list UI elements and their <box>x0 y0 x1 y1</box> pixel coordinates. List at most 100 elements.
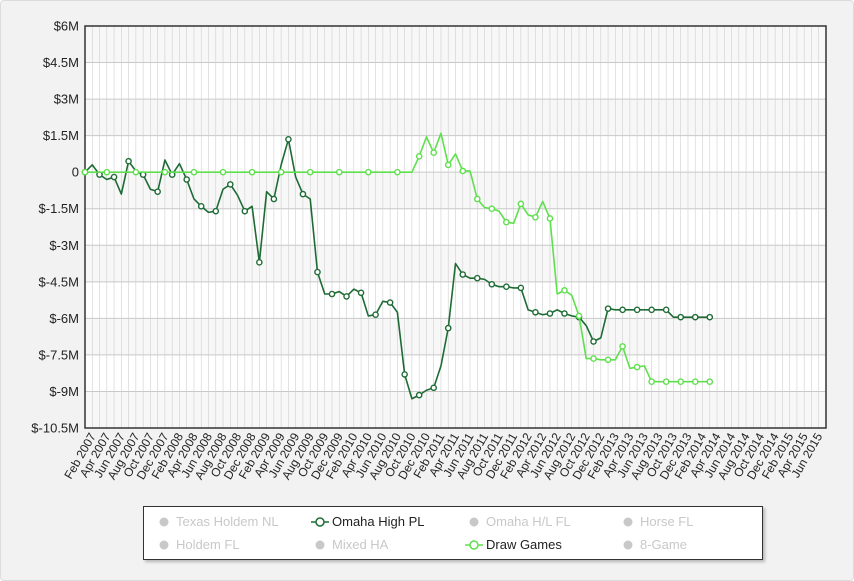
legend-label: Draw Games <box>486 537 562 552</box>
data-point <box>372 311 379 319</box>
data-point <box>503 218 510 226</box>
data-point <box>488 280 496 288</box>
legend-item-omaha-hl-fl[interactable]: Omaha H/L FL <box>464 512 571 532</box>
data-point <box>401 371 408 378</box>
legend-item-horse-fl[interactable]: Horse FL <box>618 512 693 532</box>
legend-dot <box>469 540 479 550</box>
data-point <box>154 188 161 195</box>
data-point <box>459 167 467 175</box>
legend-label: Texas Holdem NL <box>176 514 279 529</box>
data-point <box>488 205 496 213</box>
data-point <box>590 338 597 345</box>
data-point <box>691 313 699 321</box>
legend-marker-svg <box>159 540 169 550</box>
data-point <box>662 306 670 314</box>
data-point <box>561 287 568 294</box>
data-point <box>190 168 198 176</box>
data-point <box>394 168 401 176</box>
data-point <box>212 207 220 215</box>
grid <box>84 25 827 429</box>
data-point <box>81 168 89 176</box>
data-point <box>110 173 118 181</box>
y-axis: $6M $4.5M $3M $1.5M 0 $-1.5M $-3M $-4.5M $-6M $-7… <box>31 19 79 436</box>
data-point <box>197 202 205 210</box>
data-point <box>270 195 278 203</box>
data-point <box>619 306 626 314</box>
legend-item-texas-holdem-nl[interactable]: Texas Holdem NL <box>154 512 279 532</box>
data-point <box>604 356 612 364</box>
legend-label: Holdem FL <box>176 537 240 552</box>
legend-dot <box>159 540 169 550</box>
data-point <box>546 215 554 222</box>
legend-marker-svg <box>315 540 325 550</box>
y-tick-label: 0 <box>72 165 79 180</box>
legend-marker-icon <box>618 535 640 555</box>
data-point <box>532 213 539 221</box>
legend: Texas Holdem NL Omaha High PL Omaha H/L … <box>143 506 763 560</box>
data-point <box>430 384 438 392</box>
y-tick-label: $4.5M <box>43 55 79 70</box>
legend-marker-svg <box>159 517 169 527</box>
data-point <box>365 168 372 176</box>
legend-dot <box>315 540 325 550</box>
y-tick-label: $6M <box>54 19 79 34</box>
data-point <box>161 168 169 176</box>
data-point <box>335 168 343 176</box>
data-point <box>677 378 685 386</box>
data-point <box>430 149 438 156</box>
legend-dot <box>623 540 633 550</box>
y-tick-label: $-6M <box>49 311 79 326</box>
legend-item-mixed-ha[interactable]: Mixed HA <box>310 535 388 555</box>
y-tick-label: $-7.5M <box>39 347 79 362</box>
legend-marker-svg <box>311 517 329 527</box>
data-point <box>343 293 350 300</box>
legend-marker-svg <box>623 517 633 527</box>
legend-label: Omaha High PL <box>332 514 425 529</box>
legend-marker-icon <box>154 535 176 555</box>
data-point <box>241 207 249 215</box>
series-omaha-high-pl <box>81 135 714 400</box>
data-point <box>357 289 365 297</box>
data-point <box>299 190 307 198</box>
data-point <box>125 157 132 165</box>
legend-marker-icon <box>154 512 176 532</box>
data-point <box>386 299 394 306</box>
data-point <box>575 312 583 320</box>
legend-marker-svg <box>465 540 483 550</box>
legend-label: Horse FL <box>640 514 694 529</box>
data-point <box>604 305 612 312</box>
legend-item-8-game[interactable]: 8-Game <box>618 535 687 555</box>
data-point <box>677 313 685 321</box>
legend-dot <box>469 517 479 527</box>
y-tick-label: $-3M <box>49 238 79 253</box>
data-point <box>532 308 539 316</box>
data-point <box>561 310 568 317</box>
data-point <box>459 271 467 278</box>
data-point <box>706 313 714 321</box>
legend-label: Omaha H/L FL <box>486 514 571 529</box>
data-point <box>248 168 256 176</box>
data-point <box>706 378 714 386</box>
series-line <box>84 138 710 400</box>
data-point <box>226 181 234 188</box>
data-point <box>517 200 525 208</box>
y-tick-label: $-10.5M <box>31 421 79 436</box>
data-point <box>473 274 481 282</box>
legend-item-holdem-fl[interactable]: Holdem FL <box>154 535 240 555</box>
legend-dot <box>623 517 633 527</box>
data-point <box>633 306 641 314</box>
legend-marker-icon <box>618 512 640 532</box>
legend-marker-icon <box>310 535 332 555</box>
data-point <box>103 168 111 176</box>
data-point <box>633 363 641 371</box>
legend-item-draw-games[interactable]: Draw Games <box>464 535 562 555</box>
series-draw-games <box>81 132 714 386</box>
data-point <box>517 284 525 292</box>
data-point <box>328 290 336 298</box>
legend-dot <box>315 517 325 527</box>
data-point <box>648 306 655 314</box>
data-point <box>219 168 227 176</box>
legend-item-omaha-high-pl[interactable]: Omaha High PL <box>310 512 425 532</box>
legend-marker-icon <box>310 512 332 532</box>
